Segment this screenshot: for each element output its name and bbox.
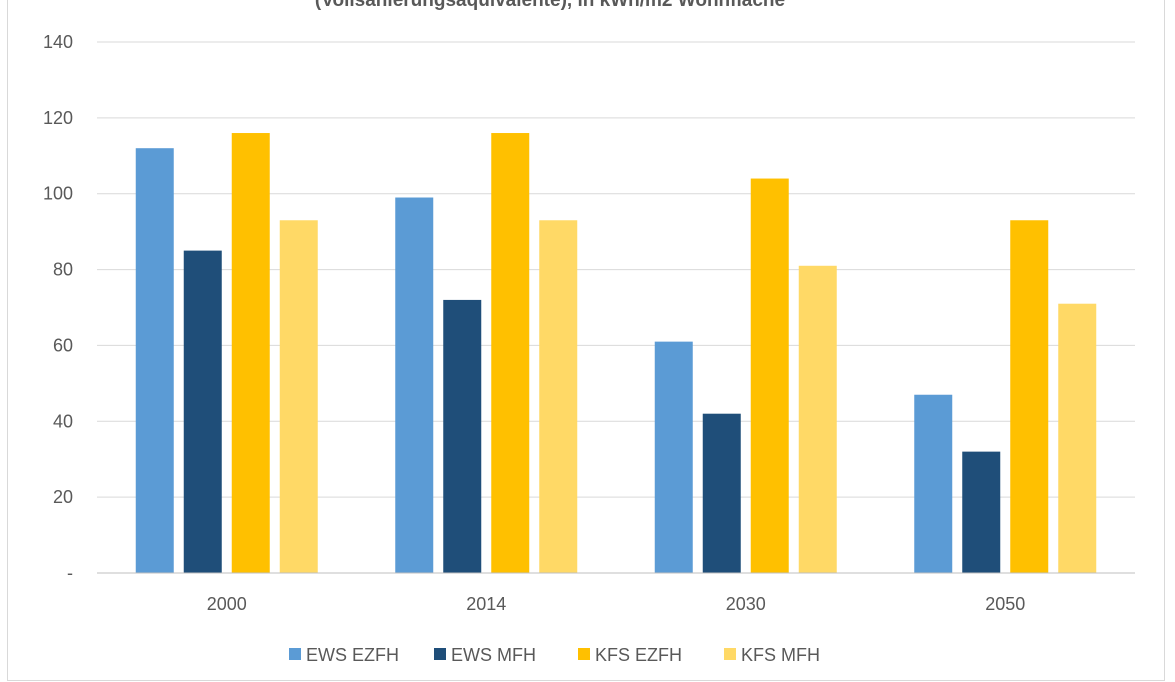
bar-ews-mfh-2014	[443, 299, 482, 573]
legend-label: KFS EZFH	[595, 645, 682, 665]
x-tick-label: 2014	[466, 594, 506, 614]
bar-ews-mfh-2000	[183, 250, 222, 573]
bar-kfs-ezfh-2030	[750, 178, 789, 574]
bar-ews-mfh-2030	[702, 413, 741, 573]
legend-label: EWS MFH	[451, 645, 536, 665]
bar-ews-ezfh-2014	[395, 197, 434, 573]
x-tick-label: 2030	[726, 594, 766, 614]
bar-ews-ezfh-2030	[654, 341, 693, 573]
legend-item-kfs-mfh: KFS MFH	[724, 645, 820, 665]
x-tick-label: 2050	[985, 594, 1025, 614]
bar-kfs-ezfh-2050	[1010, 220, 1049, 573]
y-tick-label: 140	[43, 32, 73, 52]
legend-item-ews-mfh: EWS MFH	[434, 645, 536, 665]
bar-kfs-mfh-2014	[539, 220, 578, 573]
bar-kfs-ezfh-2000	[231, 133, 270, 573]
legend-swatch	[289, 648, 301, 660]
bar-ews-ezfh-2000	[135, 148, 174, 573]
y-tick-label: 120	[43, 108, 73, 128]
legend-item-ews-ezfh: EWS EZFH	[289, 645, 399, 665]
legend-label: KFS MFH	[741, 645, 820, 665]
legend-swatch	[578, 648, 590, 660]
legend-swatch	[724, 648, 736, 660]
bar-kfs-mfh-2000	[279, 220, 318, 573]
bar-kfs-mfh-2050	[1058, 303, 1097, 573]
y-tick-label: 40	[53, 411, 73, 431]
bar-kfs-ezfh-2014	[491, 133, 530, 573]
chart-frame	[7, 0, 1165, 681]
legend-item-kfs-ezfh: KFS EZFH	[578, 645, 682, 665]
legend-swatch	[434, 648, 446, 660]
x-tick-label: 2000	[207, 594, 247, 614]
y-tick-label: 80	[53, 260, 73, 280]
bar-ews-mfh-2050	[962, 451, 1001, 573]
chart-title: (Vollsanierungsäquivalente), in kWh/m2 W…	[315, 0, 785, 11]
y-tick-label: 100	[43, 184, 73, 204]
legend-label: EWS EZFH	[306, 645, 399, 665]
y-tick-label: -	[67, 563, 73, 583]
bar-ews-ezfh-2050	[914, 394, 953, 573]
y-tick-label: 20	[53, 487, 73, 507]
y-tick-label: 60	[53, 335, 73, 355]
bar-kfs-mfh-2030	[798, 265, 837, 573]
